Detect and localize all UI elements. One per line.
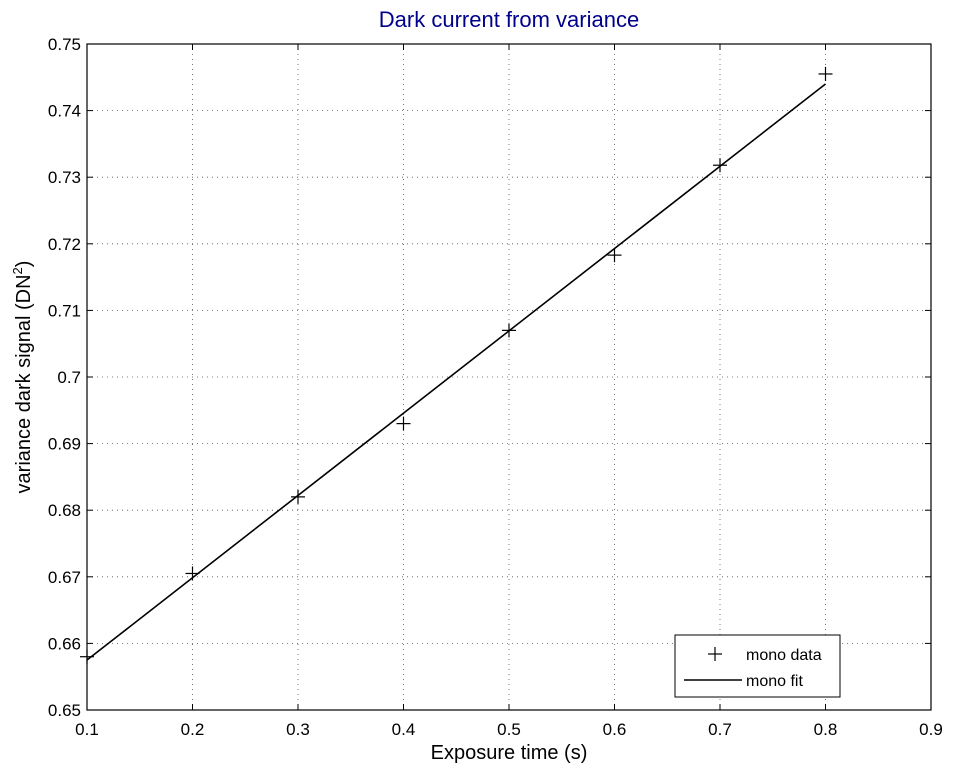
y-tick-label: 0.67 <box>48 568 81 587</box>
x-tick-label: 0.2 <box>181 720 205 739</box>
x-tick-label: 0.4 <box>392 720 416 739</box>
x-tick-labels: 0.1 0.2 0.3 0.4 0.5 0.6 0.7 0.8 0.9 <box>75 720 943 739</box>
data-point <box>291 489 305 504</box>
y-tick-label: 0.69 <box>48 435 81 454</box>
data-point <box>185 566 200 581</box>
data-point <box>713 158 727 173</box>
y-tick-label: 0.66 <box>48 634 81 653</box>
y-axis-title-suffix: ) <box>13 261 35 268</box>
fit-line <box>86 83 826 661</box>
y-axis-title-main: variance dark signal (DN <box>13 274 35 493</box>
data-point <box>502 323 516 338</box>
plot-frame <box>86 43 932 711</box>
legend-marker-icon <box>708 647 722 661</box>
y-tick-label: 0.71 <box>48 301 81 320</box>
x-tick-label: 0.5 <box>497 720 521 739</box>
data-point <box>396 416 411 431</box>
y-axis-title-superscript: 2 <box>10 267 25 274</box>
y-tick-label: 0.68 <box>48 501 81 520</box>
y-tick-label: 0.65 <box>48 701 81 720</box>
x-tick-label: 0.1 <box>75 720 99 739</box>
x-tick-label: 0.8 <box>814 720 838 739</box>
axis-ticks <box>86 43 932 711</box>
fit-line-layer <box>86 83 826 661</box>
y-tick-labels: 0.65 0.66 0.67 0.68 0.69 0.7 0.71 0.72 0.73 0.74 0… <box>48 35 81 720</box>
x-tick-label: 0.7 <box>708 720 732 739</box>
chart-title: Dark current from variance <box>379 7 639 32</box>
y-tick-label: 0.75 <box>48 35 81 54</box>
y-tick-label: 0.72 <box>48 235 81 254</box>
y-tick-label: 0.7 <box>57 368 81 387</box>
y-axis-title: variance dark signal (DN2) <box>10 261 35 494</box>
legend-label-data: mono data <box>746 647 822 664</box>
x-tick-label: 0.3 <box>286 720 310 739</box>
data-point <box>607 248 622 263</box>
x-axis-title: Exposure time (s) <box>431 742 588 764</box>
legend: mono data mono fit <box>674 634 841 698</box>
legend-box <box>674 634 841 698</box>
x-tick-label: 0.9 <box>919 720 943 739</box>
x-tick-label: 0.6 <box>603 720 627 739</box>
legend-label-fit: mono fit <box>746 673 803 690</box>
grid-lines <box>87 44 931 710</box>
y-tick-label: 0.74 <box>48 102 81 121</box>
data-point <box>818 66 833 81</box>
y-tick-label: 0.73 <box>48 168 81 187</box>
